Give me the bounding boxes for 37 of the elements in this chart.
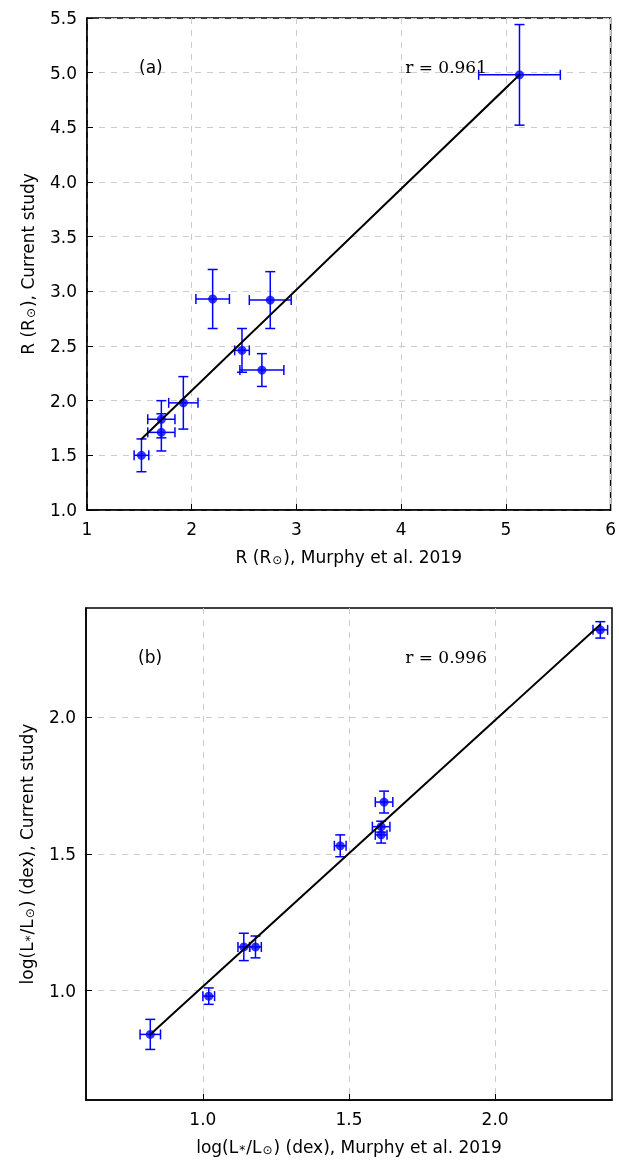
y-tick-label: 3.0 [49,281,77,302]
annotation: (a) [139,56,163,77]
annotation: r = 0.961 [405,56,488,77]
y-axis-title: log(L*/L⊙) (dex), Current study [17,723,37,985]
y-tick-label: 4.5 [49,117,77,138]
x-tick-label: 3 [291,518,302,539]
y-tick-label: 2.5 [49,336,77,356]
point [237,345,247,355]
point [156,427,166,437]
x-tick-label: 5 [500,518,512,539]
point [208,294,218,304]
x-tick-label: 2.0 [481,1108,509,1129]
y-tick-label: 2.0 [49,390,77,411]
y-tick-label: 1.0 [49,500,77,520]
x-axis-title: log(L*/L⊙) (dex), Murphy et al. 2019 [196,1137,502,1157]
y-tick-label: 2.0 [48,707,76,728]
point [379,797,389,807]
x-tick-label: 1.5 [335,1108,363,1129]
y-tick-label: 1.0 [48,980,76,1001]
x-tick-label: 6 [605,518,617,539]
x-tick-label: 4 [395,518,407,539]
x-axis-title: R (R⊙), Murphy et al. 2019 [235,547,462,567]
y-tick-label: 3.5 [49,226,77,247]
y-tick-label: 5.0 [49,62,77,83]
y-tick-label: 4.0 [49,172,77,192]
point [265,295,275,305]
y-tick-label: 1.5 [49,445,77,466]
annotation: r = 0.996 [405,646,488,667]
x-tick-label: 1.0 [189,1108,217,1129]
x-tick-label: 1 [81,518,93,539]
point [257,365,267,375]
y-axis-title: R (R⊙), Current study [18,173,38,355]
point [136,450,146,460]
y-tick-label: 5.5 [49,8,77,28]
y-tick-label: 1.5 [48,844,76,864]
x-tick-label: 2 [186,518,198,539]
annotation: (b) [138,646,163,667]
